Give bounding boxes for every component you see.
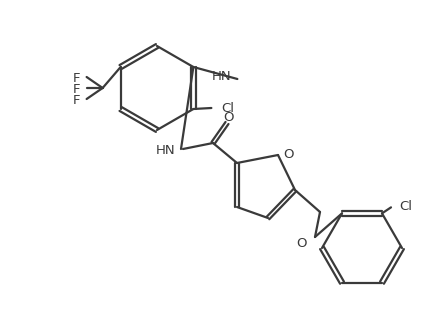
Text: O: O — [224, 111, 234, 124]
Text: O: O — [296, 237, 307, 250]
Text: Cl: Cl — [399, 200, 412, 213]
Text: F: F — [73, 83, 81, 96]
Text: HN: HN — [155, 144, 175, 157]
Text: Cl: Cl — [222, 102, 234, 115]
Text: O: O — [283, 148, 294, 161]
Text: F: F — [73, 72, 81, 85]
Text: F: F — [73, 94, 81, 107]
Text: HN: HN — [212, 70, 231, 83]
